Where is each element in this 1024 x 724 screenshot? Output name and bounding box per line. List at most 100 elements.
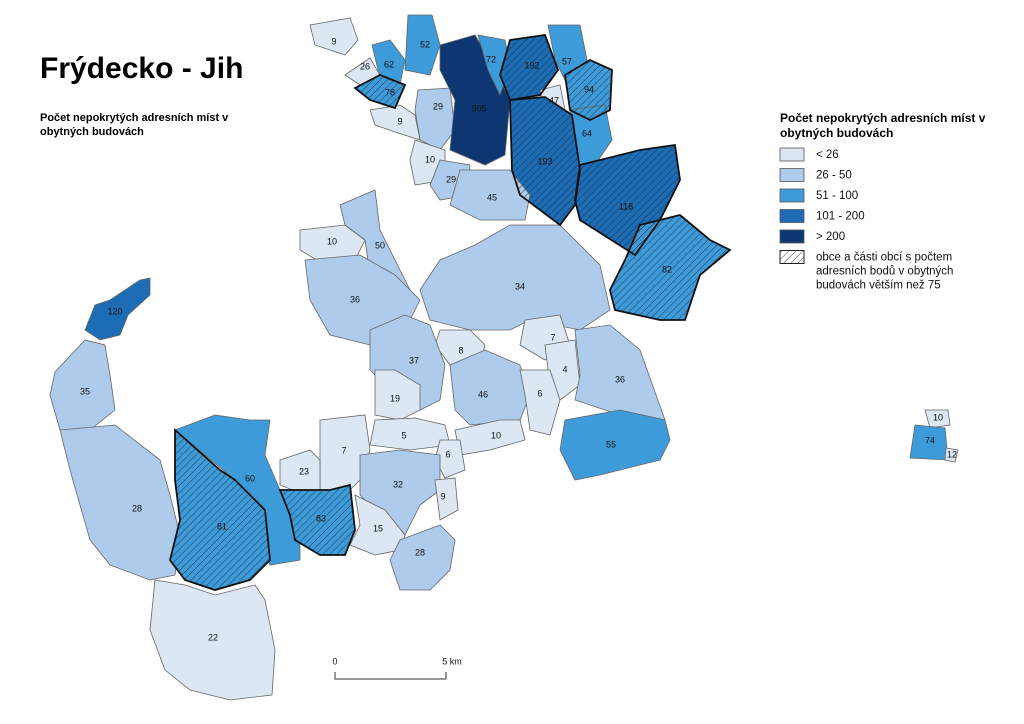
region [349, 494, 406, 556]
region-label: 28 [415, 547, 425, 557]
legend-label: 51 - 100 [816, 190, 858, 202]
region-label: 10 [933, 412, 943, 422]
region-label: 62 [384, 59, 394, 69]
map-title: Frýdecko - Jih [40, 52, 244, 85]
region-label: 10 [491, 430, 501, 440]
region-label: 9 [397, 116, 402, 126]
region [449, 169, 531, 221]
region [924, 409, 951, 429]
region-label: 36 [350, 294, 360, 304]
legend: < 26 26 - 50 51 - 100 101 - 200 > 200 obce a … [779, 147, 953, 292]
scale-bar: 0 5 km [332, 656, 462, 680]
region [414, 87, 456, 151]
legend-swatch [779, 209, 805, 223]
hatch-overlay [499, 34, 560, 102]
legend-swatch [779, 147, 805, 162]
legend-label: 101 - 200 [816, 211, 865, 223]
region [369, 417, 451, 451]
region [519, 369, 561, 436]
region [149, 579, 276, 701]
region-label: 9 [440, 491, 445, 501]
region-label: 78 [385, 87, 395, 97]
region [369, 104, 421, 141]
region-label: 72 [486, 54, 496, 64]
legend-swatch [779, 168, 805, 182]
region-label: 7 [341, 445, 346, 455]
region [559, 409, 671, 481]
region-label: 34 [515, 281, 525, 291]
region-label: 15 [373, 523, 383, 533]
legend-title: Počet nepokrytých adresních míst v obytn… [780, 111, 986, 140]
region [574, 324, 666, 421]
scale-end: 5 km [442, 656, 462, 666]
region-label: 193 [537, 156, 552, 166]
region-label: 28 [132, 503, 142, 513]
region-label: 8 [458, 345, 463, 355]
hatch-overlay [509, 96, 581, 227]
legend-swatch-hatch [779, 250, 805, 264]
region-label: 55 [606, 439, 616, 449]
region-label: 7 [550, 332, 555, 342]
region-label: 6 [445, 449, 450, 459]
region-label: 81 [217, 521, 227, 531]
scale-line [334, 672, 447, 680]
scale-start: 0 [332, 656, 337, 666]
region-label: 118 [619, 201, 633, 211]
region-label: 37 [409, 355, 419, 365]
region-label: 46 [478, 389, 488, 399]
region [434, 477, 459, 521]
hatch-overlay [353, 74, 407, 110]
region-label: 192 [524, 60, 539, 70]
region-label: 94 [584, 84, 594, 94]
region-label: 52 [420, 39, 430, 49]
region-label: 64 [582, 128, 592, 138]
region-label: 305 [471, 103, 486, 113]
hatch-overlay [169, 427, 271, 591]
region-label: 57 [562, 56, 572, 66]
region-label: 4 [562, 364, 567, 374]
hatch-overlay [609, 214, 732, 321]
region-label: 32 [393, 479, 403, 489]
region-label: 74 [925, 435, 935, 445]
region [449, 349, 531, 426]
region-label: 120 [107, 306, 122, 316]
region-label: 50 [375, 240, 385, 250]
region-label: 10 [327, 236, 337, 246]
region [49, 339, 116, 431]
region [389, 524, 456, 591]
region-label: 29 [433, 101, 443, 111]
region-label: 83 [316, 513, 326, 523]
region [944, 447, 959, 463]
region-label: 6 [537, 388, 542, 398]
region-label: 82 [662, 264, 672, 274]
region [419, 224, 611, 331]
region [309, 17, 359, 56]
hatch-overlay [564, 58, 613, 122]
region-label: 12 [947, 449, 957, 459]
region [404, 14, 441, 76]
region-label: 5 [401, 430, 406, 440]
legend-swatch [779, 188, 805, 203]
legend-label: > 200 [816, 231, 845, 243]
region-label: 29 [446, 174, 456, 184]
region [374, 369, 421, 421]
region-label: 10 [425, 154, 435, 164]
region-label: 47 [549, 95, 559, 105]
region-label: 19 [390, 393, 400, 403]
region-label: 23 [299, 466, 309, 476]
region-label: 9 [331, 36, 336, 46]
region [371, 39, 406, 86]
map-subtitle: Počet nepokrytých adresních míst v obytn… [40, 112, 229, 138]
hatch-overlay [278, 483, 356, 556]
region-label: 60 [245, 473, 255, 483]
legend-swatch [779, 229, 805, 244]
legend-hatch-label: obce a části obcí s počtem adresních bodů… [816, 252, 953, 292]
region-label: 22 [208, 632, 218, 642]
regions [49, 14, 959, 701]
region [84, 277, 151, 341]
legend-label: < 26 [816, 149, 839, 161]
region-label: 26 [360, 61, 370, 71]
